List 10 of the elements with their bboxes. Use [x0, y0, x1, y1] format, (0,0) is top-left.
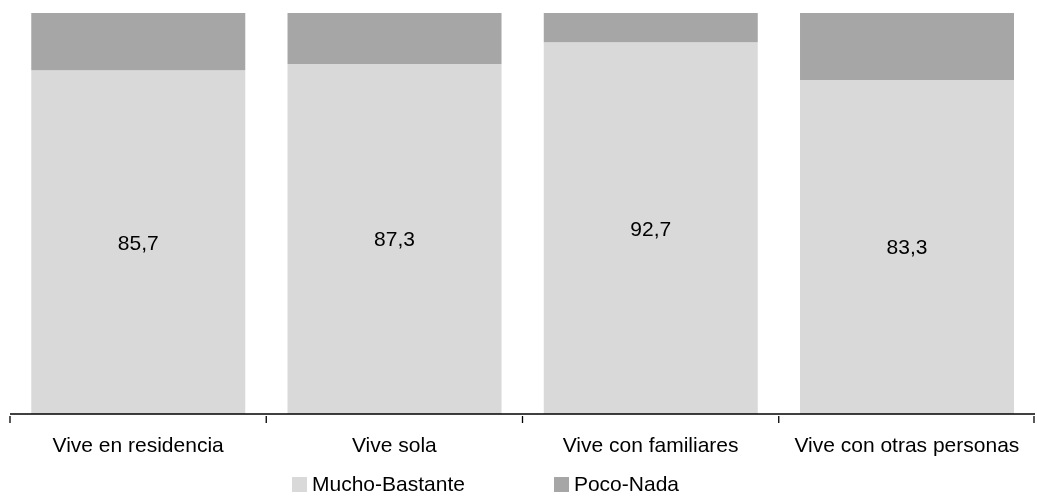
data-label: 92,7: [630, 216, 672, 240]
data-label: 85,7: [117, 230, 159, 254]
x-tick-label: Vive sola: [351, 433, 438, 456]
x-tick-label: Vive en residencia: [52, 433, 225, 456]
x-tick-label: Vive con otras personas: [794, 433, 1020, 456]
legend-label: Poco-Nada: [573, 472, 679, 496]
data-label: 83,3: [886, 235, 928, 259]
data-label: 87,3: [374, 227, 415, 251]
x-tick-label: Vive con familiares: [562, 433, 739, 456]
legend-label: Mucho-Bastante: [312, 472, 465, 496]
